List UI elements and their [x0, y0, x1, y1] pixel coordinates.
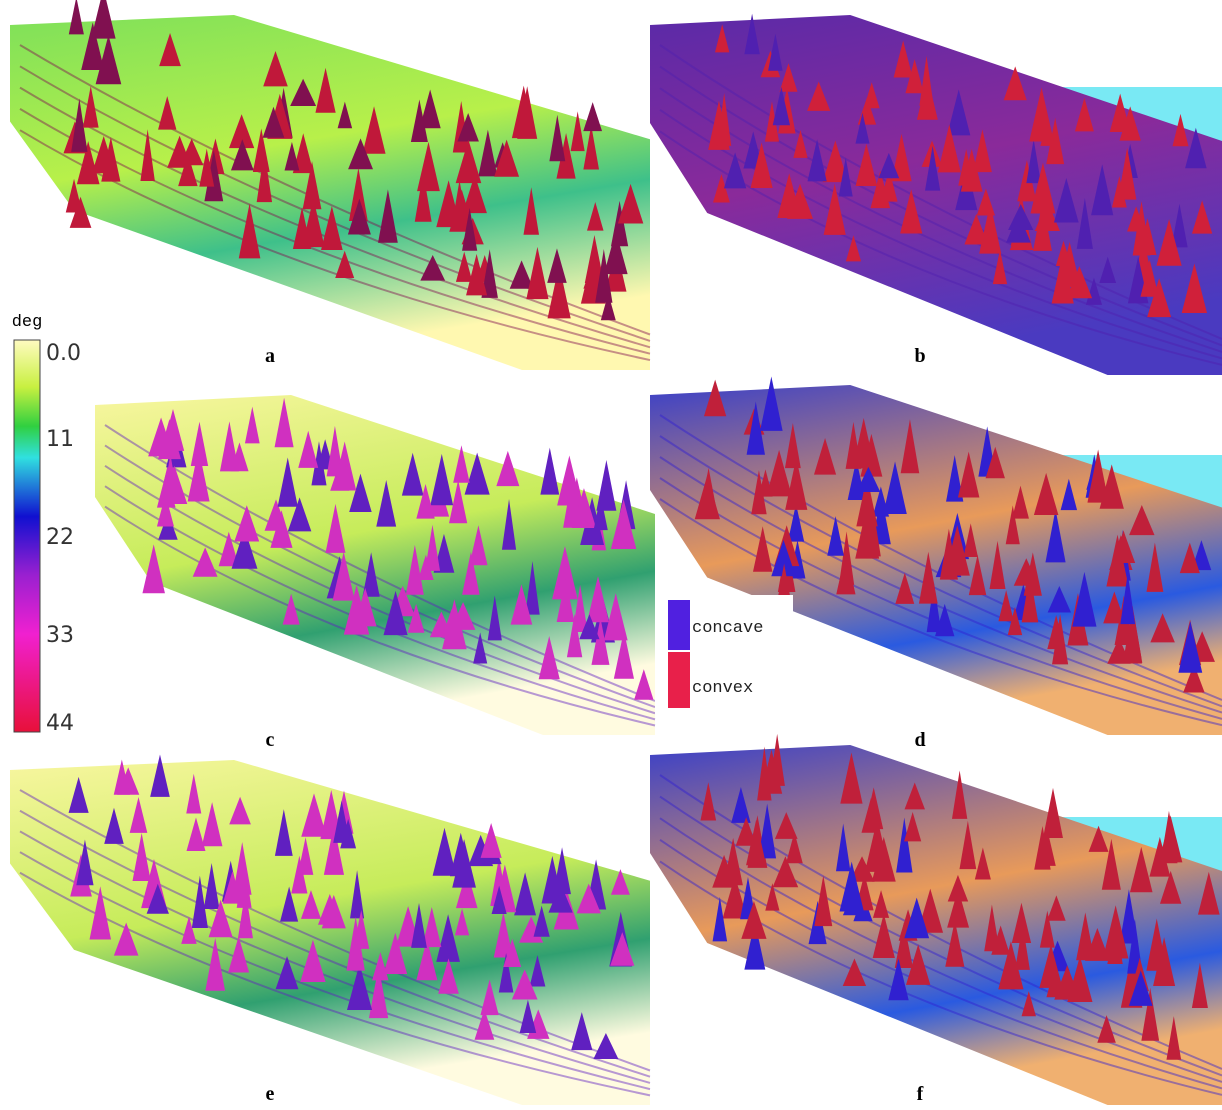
colorbar-tick-label: 33 — [46, 623, 74, 648]
terrain-surface — [650, 15, 1222, 375]
panel-label: e — [266, 1083, 275, 1105]
colorbar-ticks: 0.0 11 22 33 44 — [46, 341, 81, 736]
colorbar-bar — [14, 340, 40, 732]
colorbar: deg 0.0 11 22 33 44 — [12, 313, 81, 736]
colorbar-unit: deg — [12, 313, 43, 332]
panel-label: a — [265, 345, 275, 367]
legend-swatch — [668, 652, 690, 708]
terrain-panel: a — [10, 0, 650, 370]
colorbar-tick-label: 22 — [46, 525, 74, 550]
terrain-panel: e — [10, 754, 650, 1105]
colorbar-tick-label: 11 — [46, 427, 74, 452]
tree-peak — [540, 448, 559, 495]
tree-peak — [583, 102, 602, 131]
panel-label: f — [917, 1083, 924, 1105]
legend-label: concave — [692, 619, 763, 638]
legend: concave convex — [655, 595, 793, 713]
legend-label: convex — [692, 679, 753, 698]
figure: a b c d e f deg 0.0 11 22 33 44 concave convex — [0, 0, 1222, 1110]
terrain-panel: f — [650, 734, 1222, 1105]
panel-label: b — [914, 345, 925, 367]
panel-label: d — [914, 729, 925, 751]
terrain-panel: b — [650, 14, 1222, 375]
colorbar-tick-label: 44 — [46, 711, 74, 736]
terrain-panel: c — [95, 395, 655, 751]
panels: a b c d e f — [10, 0, 1222, 1105]
panel-label: c — [266, 729, 275, 751]
colorbar-tick-label: 0.0 — [46, 341, 81, 366]
legend-swatch — [668, 600, 690, 650]
tree-peak — [69, 0, 84, 34]
